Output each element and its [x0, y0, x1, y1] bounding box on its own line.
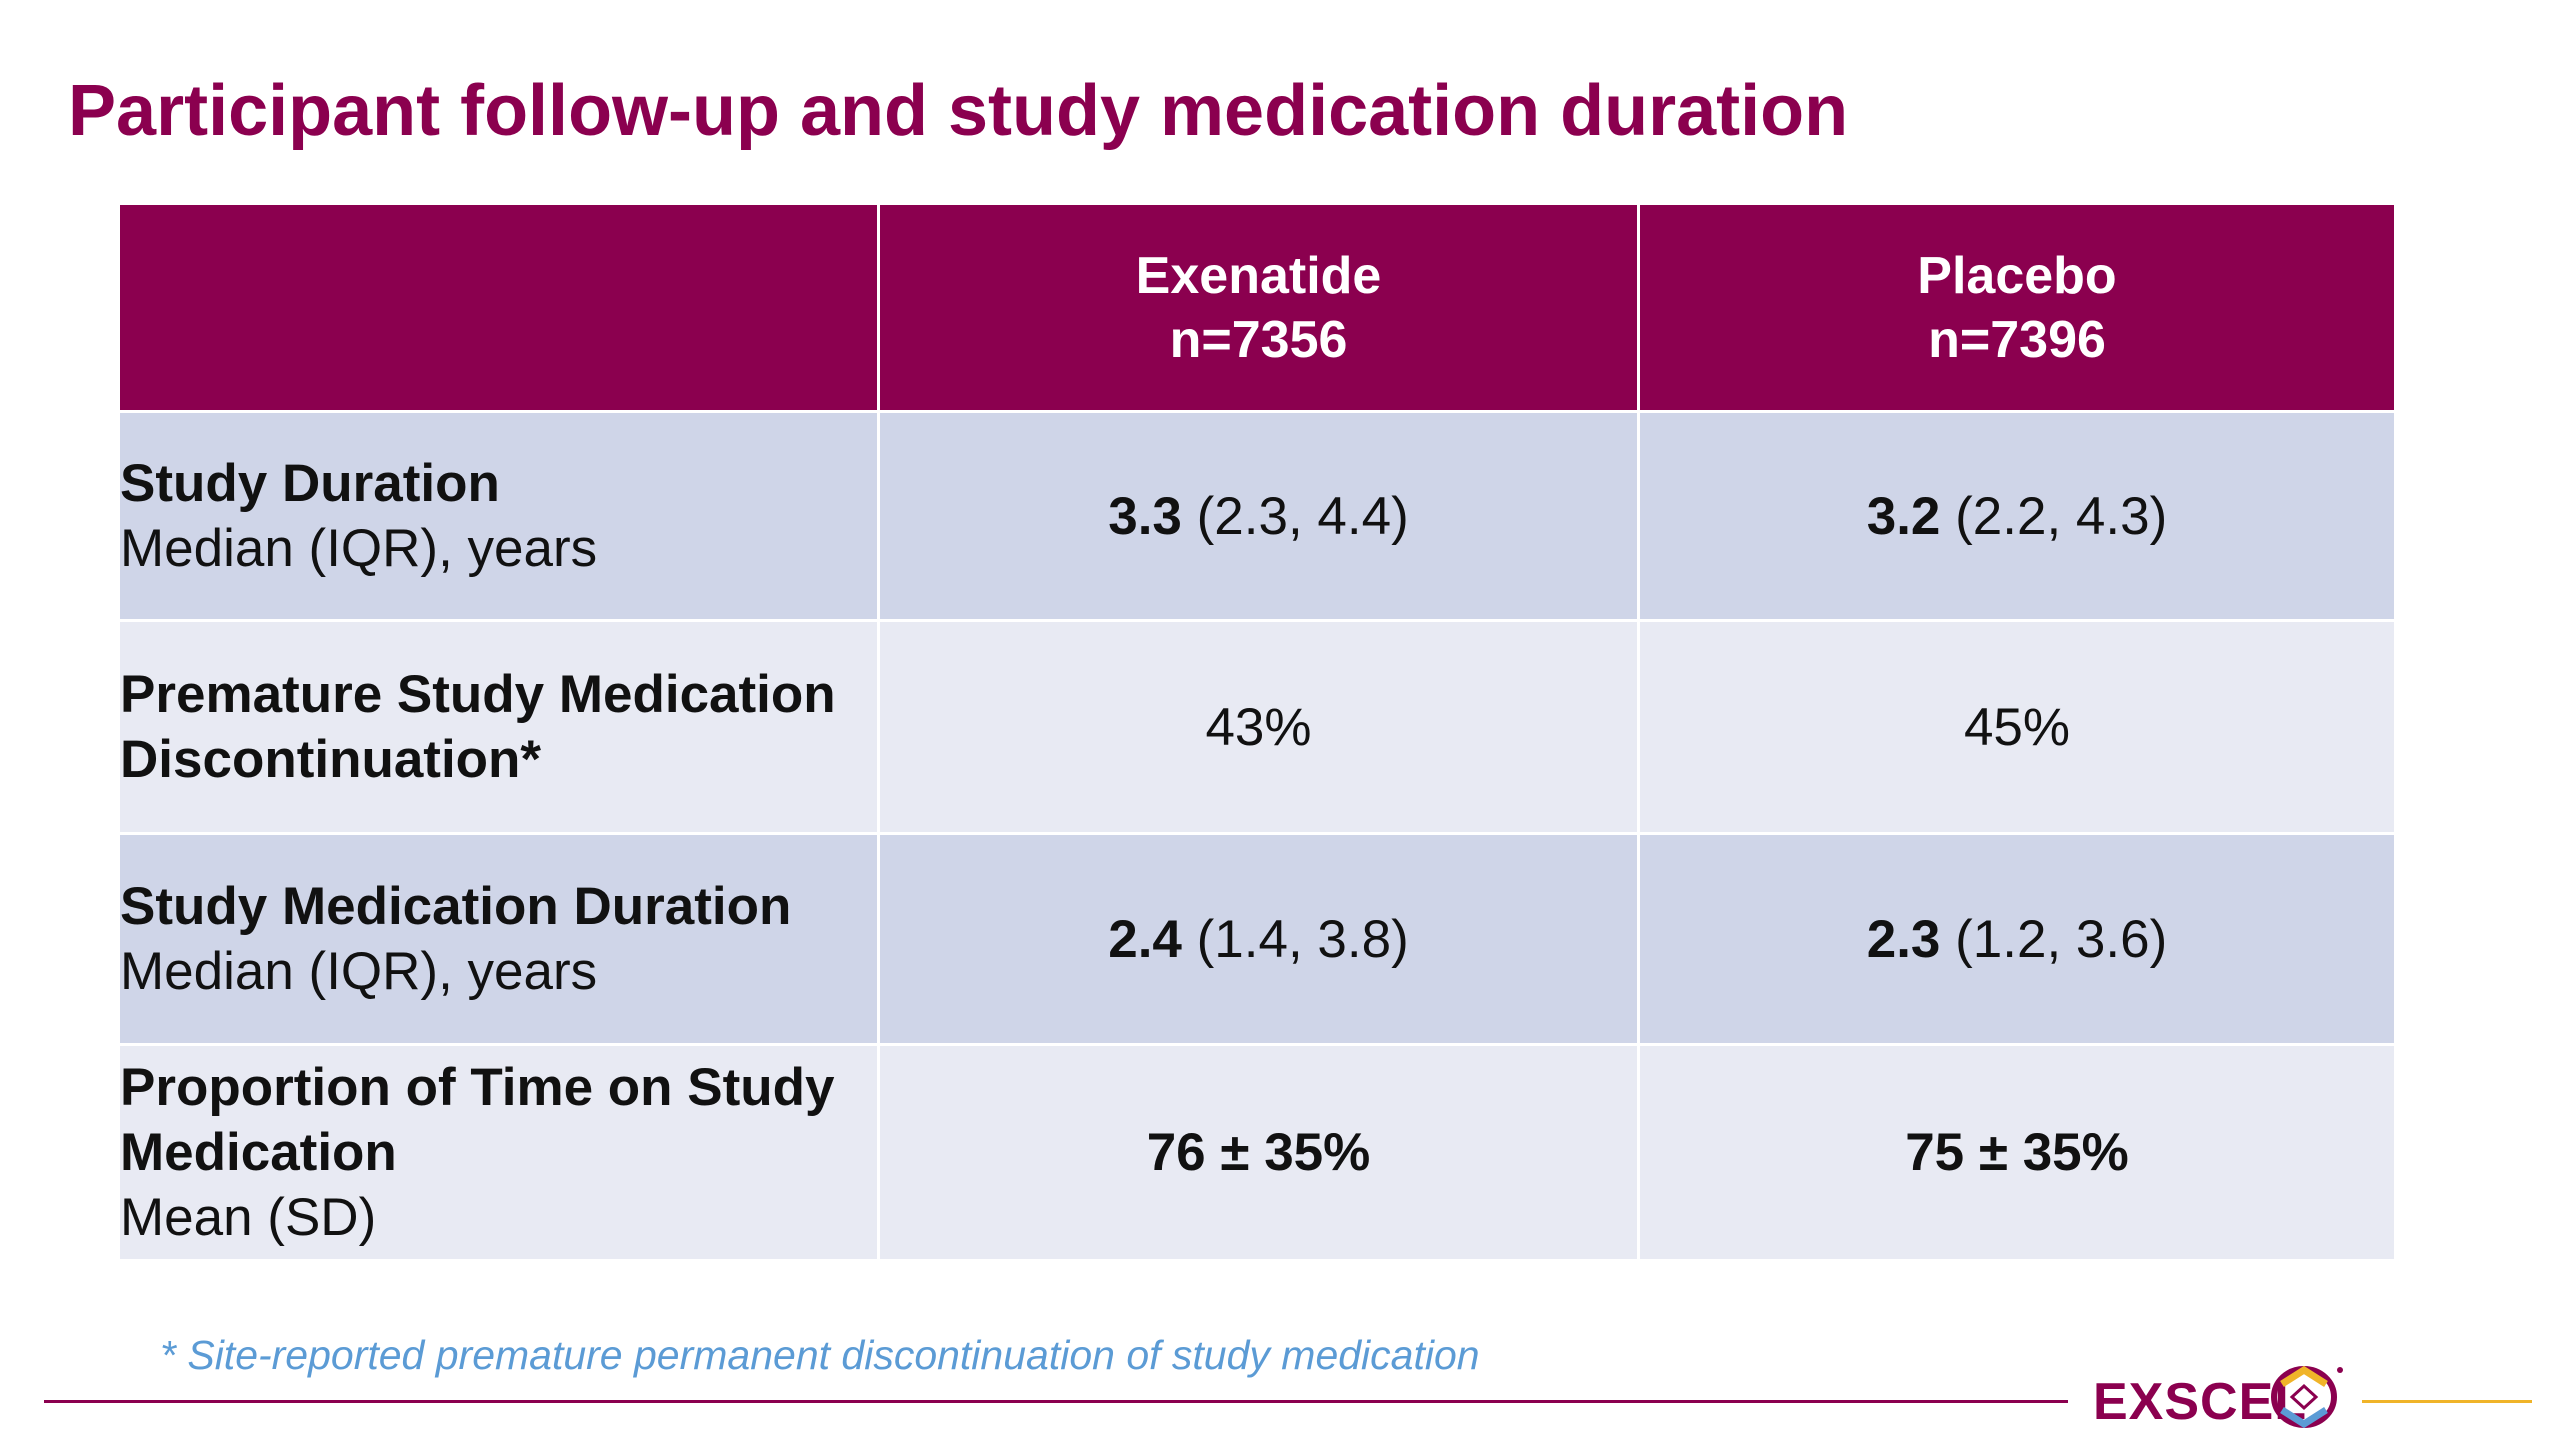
row-label: Premature Study Medication Discontinuati… [117, 619, 880, 835]
header-placebo-n: n=7396 [1928, 310, 2106, 369]
row-label-title: Premature Study Medication Discontinuati… [120, 665, 836, 789]
cell-value-rest: (1.4, 3.8) [1181, 909, 1409, 969]
row-label-title: Proportion of Time on Study Medication [120, 1058, 835, 1182]
cell-placebo: 2.3 (1.2, 3.6) [1637, 832, 2397, 1046]
row-label: Study Duration Median (IQR), years [117, 410, 880, 622]
cell-placebo: 75 ± 35% [1637, 1043, 2397, 1262]
cell-value-rest: 45% [1963, 697, 2071, 757]
header-exenatide: Exenatide n=7356 [877, 202, 1640, 413]
exscel-logo-icon [2271, 1365, 2343, 1429]
header-exenatide-n: n=7356 [1169, 310, 1348, 369]
cell-placebo: 45% [1637, 619, 2397, 835]
table-row: Proportion of Time on Study Medication M… [117, 1043, 2397, 1262]
cell-exenatide: 76 ± 35% [877, 1043, 1640, 1262]
cell-value-rest: (2.3, 4.4) [1181, 486, 1409, 546]
cell-exenatide: 2.4 (1.4, 3.8) [877, 832, 1640, 1046]
exscel-logo-text: EXSCEL [2093, 1373, 2308, 1431]
header-placebo: Placebo n=7396 [1637, 202, 2397, 413]
table-row: Study Duration Median (IQR), years 3.3 (… [117, 410, 2397, 622]
footer-rule-left [44, 1400, 2068, 1403]
row-label-sub: Mean (SD) [120, 1188, 377, 1247]
cell-placebo: 3.2 (2.2, 4.3) [1637, 410, 2397, 622]
row-label-title: Study Duration [120, 454, 500, 513]
cell-value-bold: 2.3 [1866, 909, 1941, 969]
cell-exenatide: 3.3 (2.3, 4.4) [877, 410, 1640, 622]
results-table: Exenatide n=7356 Placebo n=7396 Study Du… [117, 202, 2397, 1262]
table-header-row: Exenatide n=7356 Placebo n=7396 [117, 202, 2397, 413]
row-label-title: Study Medication Duration [120, 877, 792, 936]
row-label-sub: Median (IQR), years [120, 519, 598, 578]
table-row: Study Medication Duration Median (IQR), … [117, 832, 2397, 1046]
row-label: Study Medication Duration Median (IQR), … [117, 832, 880, 1046]
cell-value-rest: (1.2, 3.6) [1940, 909, 2168, 969]
cell-value-rest: (2.2, 4.3) [1940, 486, 2168, 546]
cell-value-bold: 2.4 [1108, 909, 1182, 969]
cell-exenatide: 43% [877, 619, 1640, 835]
footer-rule-right [2362, 1400, 2532, 1403]
header-exenatide-name: Exenatide [1135, 246, 1382, 305]
cell-value-bold: 76 ± 35% [1146, 1123, 1371, 1182]
header-placebo-name: Placebo [1917, 246, 2117, 305]
footnote: * Site-reported premature permanent disc… [160, 1332, 1480, 1378]
cell-value-bold: 3.2 [1866, 486, 1941, 546]
row-label: Proportion of Time on Study Medication M… [117, 1043, 880, 1262]
cell-value-rest: 43% [1205, 697, 1312, 757]
cell-value-bold: 3.3 [1108, 486, 1182, 546]
cell-value-bold: 75 ± 35% [1905, 1123, 2129, 1182]
row-label-sub: Median (IQR), years [120, 942, 598, 1001]
header-empty-cell [117, 202, 880, 413]
table-row: Premature Study Medication Discontinuati… [117, 619, 2397, 835]
page-title: Participant follow-up and study medicati… [68, 71, 1849, 151]
